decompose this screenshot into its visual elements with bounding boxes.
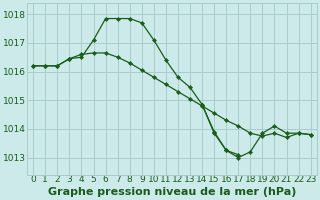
X-axis label: Graphe pression niveau de la mer (hPa): Graphe pression niveau de la mer (hPa) (48, 187, 296, 197)
